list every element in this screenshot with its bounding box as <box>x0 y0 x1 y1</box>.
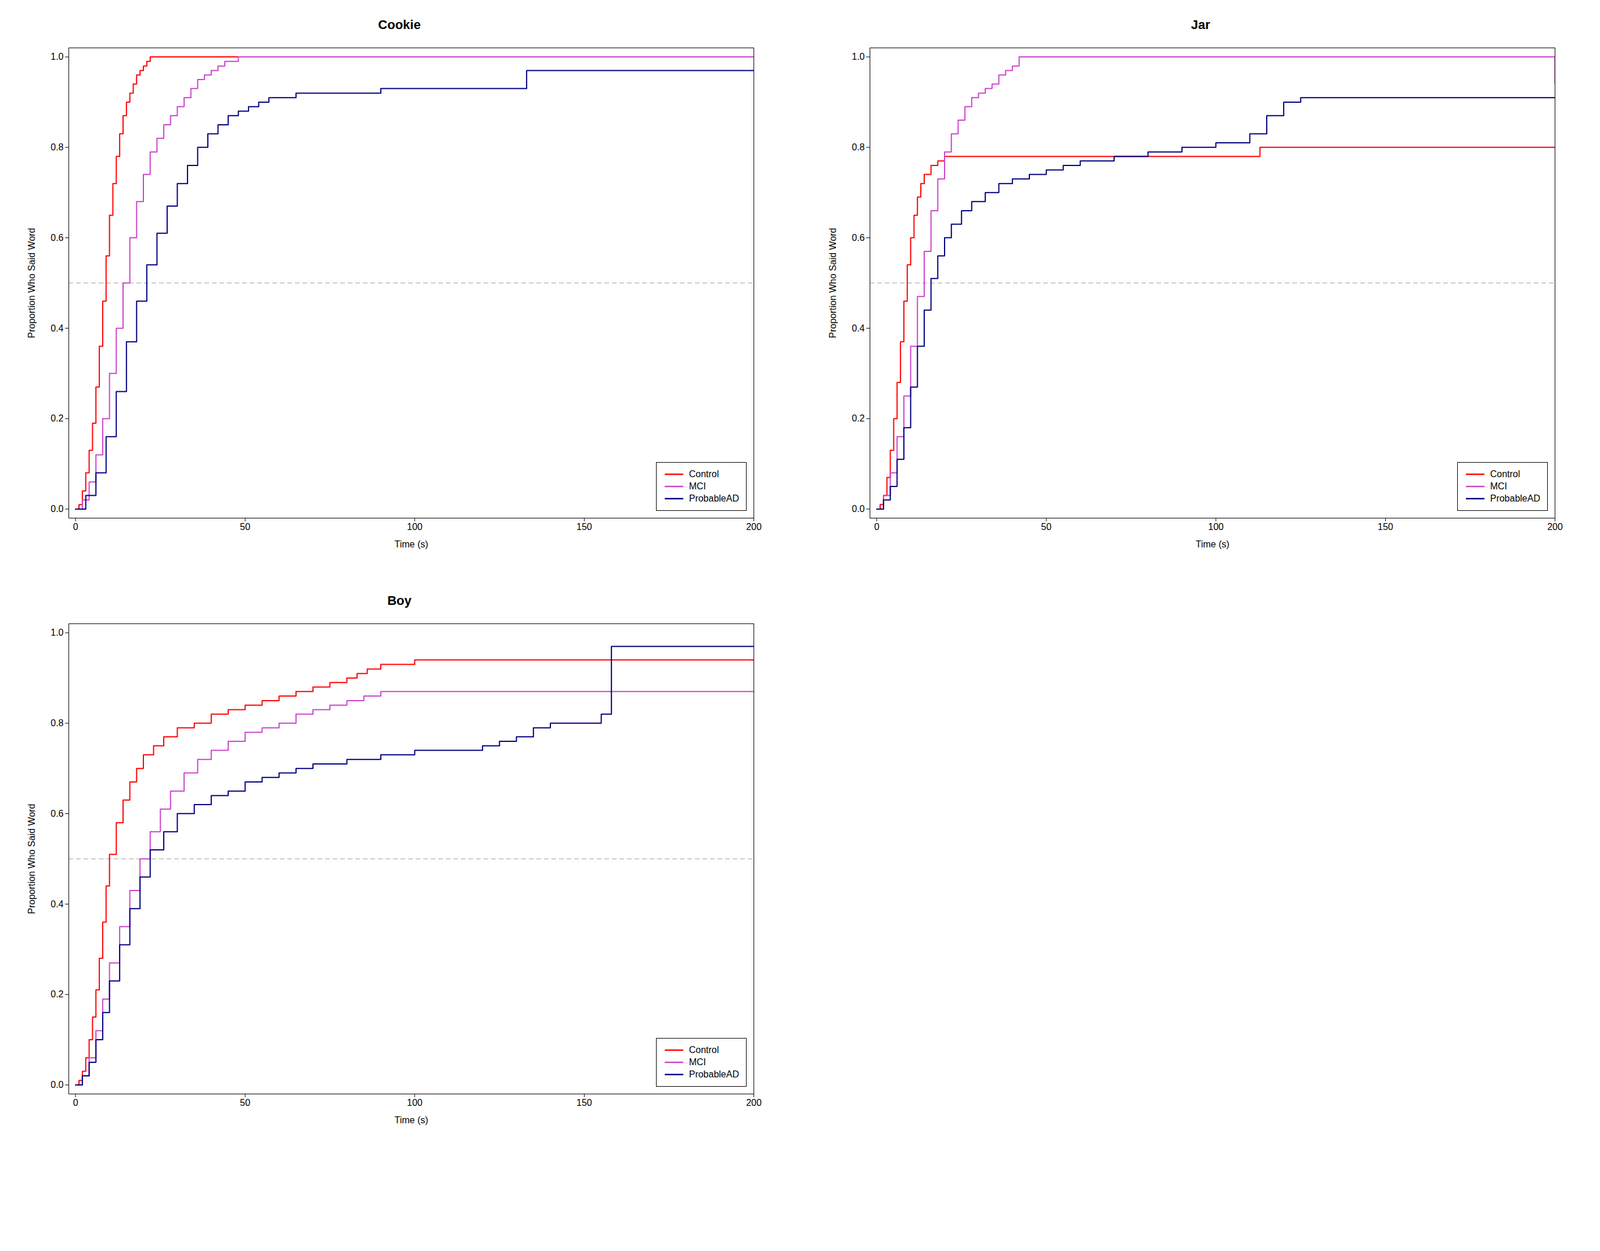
svg-text:Time (s): Time (s) <box>394 539 428 550</box>
svg-text:0.8: 0.8 <box>50 718 64 729</box>
html-text:Jar: Jar <box>1191 17 1211 32</box>
svg-text:1.0: 1.0 <box>50 627 64 638</box>
html-text:ProbableAD: ProbableAD <box>688 493 740 504</box>
svg-text:0.4: 0.4 <box>851 323 865 334</box>
html-text:Control: Control <box>688 469 719 479</box>
svg-text:0: 0 <box>874 521 880 532</box>
svg-text:1.0: 1.0 <box>50 51 64 62</box>
svg-text:50: 50 <box>1040 521 1052 532</box>
svg-text:Proportion Who Said Word: Proportion Who Said Word <box>26 227 37 338</box>
html-text:Control: Control <box>1490 469 1521 479</box>
svg-text:0.2: 0.2 <box>50 413 64 424</box>
svg-text:0.4: 0.4 <box>50 323 64 334</box>
html-text:MCI: MCI <box>688 481 706 492</box>
svg-text:Proportion Who Said Word: Proportion Who Said Word <box>827 227 838 338</box>
svg-text:0.4: 0.4 <box>50 899 64 910</box>
svg-text:100: 100 <box>406 1097 423 1108</box>
svg-text:0.8: 0.8 <box>50 142 64 153</box>
svg-text:0.6: 0.6 <box>50 232 64 243</box>
svg-text:0.0: 0.0 <box>851 503 865 514</box>
svg-text:0.6: 0.6 <box>851 232 865 243</box>
svg-text:200: 200 <box>746 1097 762 1108</box>
svg-text:100: 100 <box>406 521 423 532</box>
svg-text:50: 50 <box>239 521 251 532</box>
html-text:Boy: Boy <box>387 593 412 608</box>
html-text:Control: Control <box>688 1044 719 1055</box>
svg-text:0.2: 0.2 <box>50 989 64 1000</box>
svg-text:150: 150 <box>576 521 593 532</box>
html-text:MCI: MCI <box>688 1057 706 1068</box>
html-text:ProbableAD: ProbableAD <box>688 1069 740 1080</box>
svg-text:0.2: 0.2 <box>851 413 865 424</box>
svg-text:150: 150 <box>576 1097 593 1108</box>
svg-text:Time (s): Time (s) <box>1195 539 1230 550</box>
svg-text:50: 50 <box>239 1097 251 1108</box>
svg-text:200: 200 <box>1547 521 1563 532</box>
svg-text:0.6: 0.6 <box>50 808 64 819</box>
svg-text:0.0: 0.0 <box>50 1079 64 1090</box>
html-text:ProbableAD: ProbableAD <box>1490 493 1541 504</box>
svg-text:Time (s): Time (s) <box>394 1115 428 1126</box>
html-text:MCI: MCI <box>1490 481 1508 492</box>
svg-text:1.0: 1.0 <box>851 51 865 62</box>
svg-text:200: 200 <box>746 521 762 532</box>
svg-text:150: 150 <box>1377 521 1394 532</box>
svg-text:0.0: 0.0 <box>50 503 64 514</box>
svg-text:Proportion Who Said Word: Proportion Who Said Word <box>26 803 37 914</box>
svg-text:0: 0 <box>73 1097 79 1108</box>
svg-text:100: 100 <box>1208 521 1224 532</box>
html-text:Cookie: Cookie <box>378 17 421 32</box>
svg-text:0: 0 <box>73 521 79 532</box>
svg-text:0.8: 0.8 <box>851 142 865 153</box>
